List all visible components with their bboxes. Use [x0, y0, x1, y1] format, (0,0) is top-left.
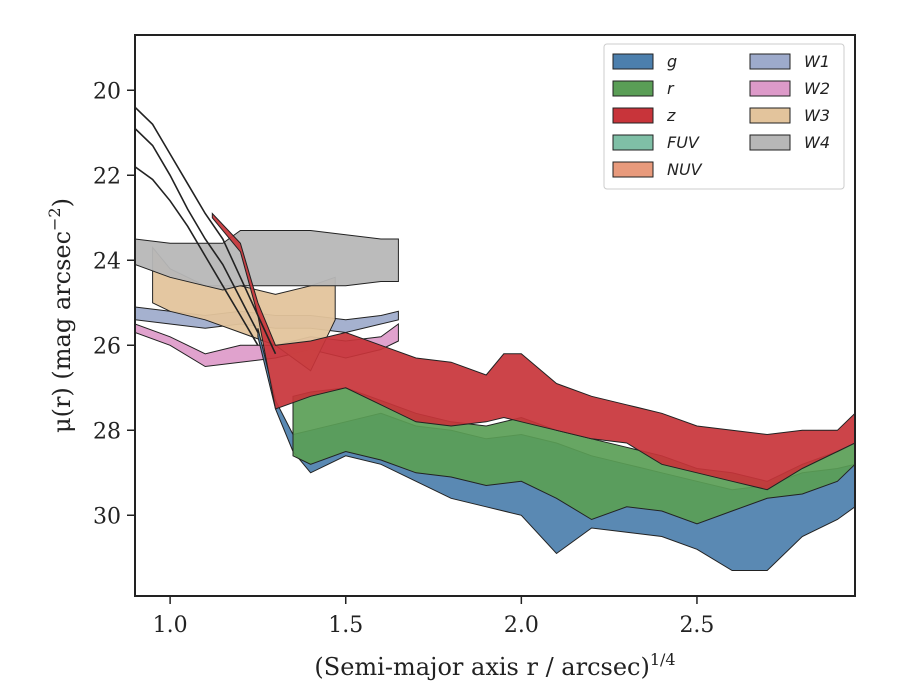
legend-label-g: g [667, 52, 677, 71]
legend-swatch-r [612, 80, 654, 97]
y-tick-label: 24 [93, 249, 121, 274]
legend-swatch-w2 [749, 80, 791, 97]
legend-label-w4: W4 [804, 133, 830, 152]
legend-swatch-z [612, 107, 654, 124]
legend-swatch-nuv [612, 161, 654, 178]
legend-swatch-w1 [749, 53, 791, 70]
x-axis-label-sup: 1/4 [650, 650, 676, 669]
x-tick-label: 2.0 [504, 613, 539, 638]
y-axis: 20 22 24 26 28 30 [93, 79, 135, 529]
y-tick-label: 30 [93, 504, 121, 529]
profile-line-3 [135, 166, 259, 346]
y-tick-label: 26 [93, 334, 121, 359]
plot-area [135, 106, 855, 571]
x-tick-label: 1.5 [328, 613, 363, 638]
legend-label-w2: W2 [804, 79, 830, 98]
y-axis-label-tail: ) [48, 198, 76, 207]
y-axis-label-text: μ(r) (mag arcsec [48, 231, 76, 433]
band-z [211, 212, 855, 491]
legend-label-w1: W1 [804, 52, 830, 71]
y-axis-label-sup: −2 [45, 207, 64, 231]
y-tick-label: 22 [93, 164, 121, 189]
band-w4 [135, 230, 399, 291]
legend-label-z: z [666, 106, 676, 125]
legend-swatch-g [612, 53, 654, 70]
legend-swatch-w3 [749, 107, 791, 124]
x-tick-label: 1.0 [153, 613, 188, 638]
y-tick-label: 28 [93, 419, 121, 444]
legend-swatch-fuv [612, 134, 654, 151]
profile-line-1 [135, 106, 277, 355]
band-w2 [135, 323, 399, 368]
legend-swatch-w4 [749, 134, 791, 151]
y-axis-label: μ(r) (mag arcsec−2) [45, 198, 76, 433]
x-axis: 1.0 1.5 2.0 2.5 [153, 596, 714, 638]
y-tick-label: 20 [93, 79, 121, 104]
x-tick-label: 2.5 [679, 613, 714, 638]
legend-label-nuv: NUV [667, 160, 703, 179]
legend-label-r: r [667, 79, 675, 98]
profile-line-2 [135, 127, 259, 333]
x-axis-label-text: (Semi-major axis r / arcsec) [314, 653, 649, 681]
x-axis-label: (Semi-major axis r / arcsec)1/4 [314, 650, 675, 681]
legend: grz FUV NUV W1 W2 W3 W4 [603, 43, 845, 190]
legend-label-fuv: FUV [667, 133, 700, 152]
plot-frame [134, 34, 856, 597]
legend-box [603, 43, 845, 190]
legend-label-w3: W3 [804, 106, 830, 125]
